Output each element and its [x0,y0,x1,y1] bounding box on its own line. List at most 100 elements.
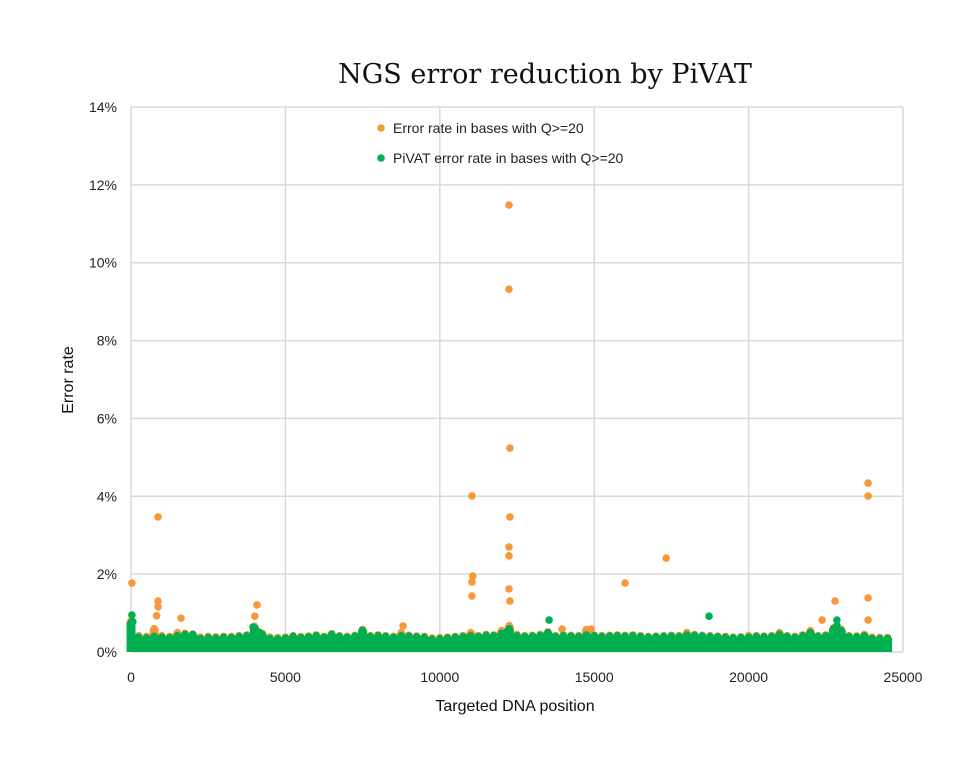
baseline-band-pivat-error-rate [350,636,360,652]
point-error-rate [506,513,514,521]
baseline-band-pivat-error-rate [180,634,190,652]
baseline-point-pivat-error-rate [876,634,884,643]
baseline-band-pivat-error-rate [365,636,375,652]
baseline-band-pivat-error-rate [875,638,885,652]
point-pivat-error-rate [255,628,263,636]
baseline-band-pivat-error-rate [512,635,522,652]
point-error-rate [505,552,513,560]
baseline-point-pivat-error-rate [559,631,568,640]
baseline-point-pivat-error-rate [351,632,359,640]
baseline-point-pivat-error-rate [845,632,853,641]
baseline-point-pivat-error-rate [852,633,861,641]
baseline-point-pivat-error-rate [760,633,768,641]
legend-label-pivat-error-rate: PiVAT error rate in bases with Q>=20 [393,150,624,166]
baseline-band-pivat-error-rate [666,636,676,652]
baseline-point-pivat-error-rate [181,630,189,639]
point-pivat-error-rate [128,611,136,619]
baseline-band-pivat-error-rate [388,637,398,652]
baseline-point-pivat-error-rate [767,632,776,641]
data-marks [126,201,893,652]
baseline-band-pivat-error-rate [682,634,692,652]
point-error-rate [621,579,629,587]
x-axis-ticks: 0 5000 10000 15000 20000 25000 [127,669,923,685]
baseline-point-pivat-error-rate [644,633,653,642]
baseline-band-pivat-error-rate [435,638,445,652]
baseline-band-pivat-error-rate [211,637,221,652]
y-axis-label: Error rate [60,346,77,414]
x-tick-label: 5000 [270,669,301,685]
baseline-band-pivat-error-rate [543,632,553,652]
baseline-band-pivat-error-rate [566,636,576,652]
baseline-band-pivat-error-rate [334,636,344,652]
baseline-band-pivat-error-rate [527,636,537,652]
y-tick-label: 6% [97,410,117,426]
baseline-point-pivat-error-rate [204,633,212,642]
baseline-point-pivat-error-rate [636,632,645,641]
baseline-point-pivat-error-rate [142,634,151,642]
point-pivat-error-rate [833,621,841,630]
baseline-band-pivat-error-rate [419,637,429,652]
point-error-rate [253,601,261,609]
y-axis-ticks: 0% 2% 4% 6% 8% 10% 12% 14% [89,99,117,660]
baseline-point-pivat-error-rate [868,634,876,643]
baseline-point-pivat-error-rate [474,632,483,641]
point-error-rate [505,285,513,293]
baseline-band-pivat-error-rate [427,639,437,652]
baseline-point-pivat-error-rate [227,633,236,642]
baseline-band-pivat-error-rate [612,635,622,652]
baseline-point-pivat-error-rate [706,632,714,641]
point-error-rate [505,585,513,593]
baseline-band-pivat-error-rate [311,635,321,652]
baseline-point-pivat-error-rate [312,631,321,640]
baseline-band-pivat-error-rate [736,637,746,652]
baseline-point-pivat-error-rate [490,631,498,640]
baseline-point-pivat-error-rate [405,632,413,640]
baseline-band-pivat-error-rate [636,636,646,652]
baseline-band-pivat-error-rate [149,636,159,652]
point-error-rate [558,625,566,633]
baseline-point-pivat-error-rate [744,633,753,642]
baseline-point-pivat-error-rate [343,633,351,642]
baseline-band-pivat-error-rate [273,638,283,652]
baseline-point-pivat-error-rate [798,631,807,640]
baseline-band-pivat-error-rate [774,634,784,652]
baseline-band-pivat-error-rate [705,636,715,652]
baseline-point-pivat-error-rate [497,629,506,638]
baseline-band-pivat-error-rate [219,637,229,652]
baseline-point-pivat-error-rate [837,626,846,635]
y-tick-label: 10% [89,255,117,271]
point-pivat-error-rate [545,616,553,624]
baseline-point-pivat-error-rate [412,633,421,641]
baseline-band-pivat-error-rate [396,635,406,652]
baseline-band-pivat-error-rate [836,630,846,652]
baseline-point-pivat-error-rate [397,631,406,640]
point-error-rate [128,579,136,587]
baseline-point-pivat-error-rate [243,631,251,640]
baseline-band-pivat-error-rate [165,637,175,652]
point-error-rate [468,492,476,500]
point-error-rate [831,597,839,605]
baseline-band-pivat-error-rate [674,636,684,652]
x-tick-label: 0 [127,669,135,685]
baseline-band-pivat-error-rate [242,635,252,652]
baseline-point-pivat-error-rate [266,634,274,643]
y-tick-label: 2% [97,566,117,582]
baseline-band-pivat-error-rate [381,636,391,652]
baseline-point-pivat-error-rate [158,633,166,642]
baseline-band-pivat-error-rate [358,630,368,652]
y-tick-label: 14% [89,99,117,115]
baseline-point-pivat-error-rate [513,631,521,640]
baseline-point-pivat-error-rate [289,632,297,641]
baseline-band-pivat-error-rate [628,635,638,652]
baseline-band-pivat-error-rate [450,637,460,652]
point-error-rate [662,554,670,562]
baseline-band-pivat-error-rate [188,634,198,652]
baseline-point-pivat-error-rate [436,634,444,643]
baseline-band-pivat-error-rate [126,622,136,652]
baseline-band-pivat-error-rate [713,636,723,652]
baseline-band-pivat-error-rate [867,638,877,652]
baseline-point-pivat-error-rate [466,631,475,640]
baseline-band-pivat-error-rate [589,635,599,652]
baseline-point-pivat-error-rate [366,632,375,641]
